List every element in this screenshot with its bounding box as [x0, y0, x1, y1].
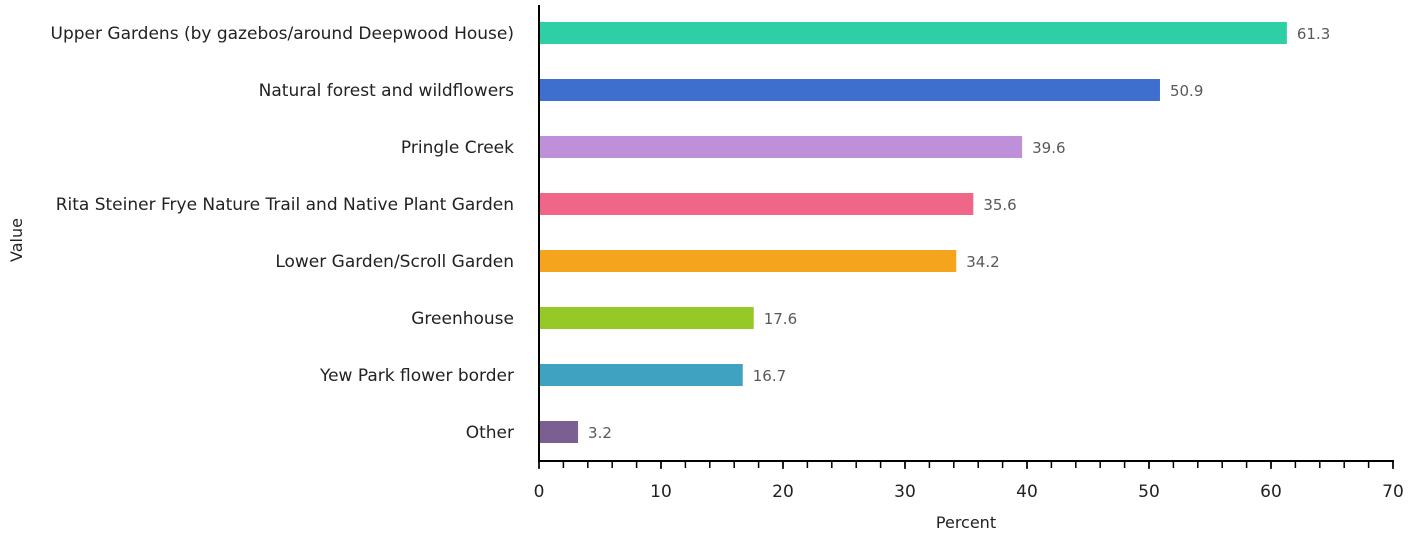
- x-axis-title: Percent: [936, 513, 996, 532]
- x-tick-label: 10: [650, 482, 672, 502]
- x-tick-label: 30: [894, 482, 916, 502]
- x-tick-label: 60: [1260, 482, 1282, 502]
- data-label: 39.6: [1032, 139, 1065, 157]
- bar: [540, 250, 957, 272]
- data-label: 61.3: [1297, 25, 1330, 43]
- bar: [540, 307, 754, 329]
- y-axis-title: Value: [7, 218, 26, 262]
- bar: [540, 22, 1287, 44]
- category-label: Upper Gardens (by gazebos/around Deepwoo…: [51, 24, 514, 44]
- data-label: 17.6: [764, 310, 797, 328]
- data-label: 16.7: [753, 367, 786, 385]
- data-label: 50.9: [1170, 82, 1203, 100]
- category-label: Greenhouse: [411, 309, 514, 329]
- bar: [540, 136, 1023, 158]
- x-tick-label: 40: [1016, 482, 1038, 502]
- data-label: 34.2: [966, 253, 999, 271]
- x-tick-label: 20: [772, 482, 794, 502]
- category-label: Yew Park flower border: [319, 366, 514, 386]
- bar: [540, 421, 579, 443]
- data-label: 3.2: [588, 424, 612, 442]
- bar: [540, 364, 743, 386]
- bar: [540, 79, 1160, 101]
- category-label: Lower Garden/Scroll Garden: [275, 252, 514, 272]
- x-tick-label: 50: [1138, 482, 1160, 502]
- x-tick-label: 70: [1382, 482, 1404, 502]
- bar: [540, 193, 974, 215]
- category-label: Natural forest and wildflowers: [259, 81, 514, 101]
- category-label: Rita Steiner Frye Nature Trail and Nativ…: [56, 195, 514, 215]
- data-label: 35.6: [983, 196, 1016, 214]
- category-label: Other: [466, 423, 514, 443]
- x-tick-label: 0: [534, 482, 545, 502]
- category-label: Pringle Creek: [401, 138, 514, 158]
